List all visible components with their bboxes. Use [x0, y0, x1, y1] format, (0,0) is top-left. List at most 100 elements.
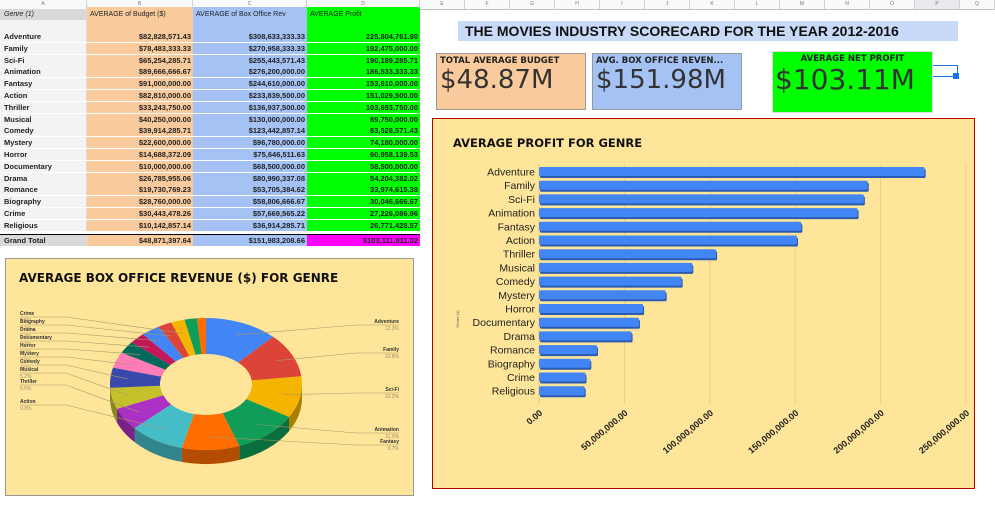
donut-slice-action[interactable]: [134, 404, 195, 448]
bar[interactable]: [539, 208, 858, 218]
genre-cell[interactable]: Comedy: [0, 125, 87, 137]
box-office-cell[interactable]: $96,780,000.00: [193, 137, 307, 149]
box-office-cell[interactable]: $136,937,500.00: [193, 101, 307, 113]
bar[interactable]: [539, 249, 717, 259]
genre-cell[interactable]: Romance: [0, 184, 87, 196]
box-office-cell[interactable]: $36,914,285.71: [193, 219, 307, 231]
column-header-l[interactable]: L: [735, 0, 780, 9]
genre-cell[interactable]: Adventure: [0, 31, 87, 42]
genre-cell[interactable]: Action: [0, 90, 87, 101]
header-budget[interactable]: AVERAGE of Budget ($): [87, 9, 193, 20]
profit-cell[interactable]: 89,750,000.00: [307, 113, 420, 125]
column-header-c[interactable]: C: [193, 0, 307, 9]
cell[interactable]: [87, 20, 193, 31]
scorecard-title[interactable]: THE MOVIES INDUSTRY SCORECARD FOR THE YE…: [458, 21, 958, 41]
column-header-g[interactable]: G: [510, 0, 555, 9]
budget-cell[interactable]: $78,483,333.33: [87, 42, 193, 54]
profit-cell[interactable]: 27,226,086.96: [307, 208, 420, 219]
profit-cell[interactable]: 58,500,000.00: [307, 160, 420, 172]
profit-cell[interactable]: 225,804,761.90: [307, 31, 420, 42]
profit-cell[interactable]: 192,475,000.00: [307, 42, 420, 54]
donut-slice-musical[interactable]: [110, 385, 164, 409]
profit-cell[interactable]: 153,610,000.00: [307, 78, 420, 90]
column-header-o[interactable]: O: [870, 0, 915, 9]
budget-cell[interactable]: $14,688,372.09: [87, 149, 193, 160]
budget-cell[interactable]: $82,828,571.43: [87, 31, 193, 42]
budget-cell[interactable]: $26,785,955.06: [87, 172, 193, 184]
bar[interactable]: [539, 317, 639, 327]
budget-cell[interactable]: $30,443,478.26: [87, 208, 193, 219]
budget-cell[interactable]: $10,142,857.14: [87, 219, 193, 231]
box-office-cell[interactable]: $233,839,500.00: [193, 90, 307, 101]
column-header-d[interactable]: D: [307, 0, 420, 9]
bar[interactable]: [539, 221, 802, 231]
bar[interactable]: [539, 386, 585, 396]
box-office-cell[interactable]: $75,646,511.63: [193, 149, 307, 160]
column-header-q[interactable]: Q: [960, 0, 995, 9]
genre-cell[interactable]: Horror: [0, 149, 87, 160]
box-office-cell[interactable]: $57,669,565.22: [193, 208, 307, 219]
column-header-i[interactable]: I: [600, 0, 645, 9]
genre-cell[interactable]: Religious: [0, 219, 87, 231]
column-header-n[interactable]: N: [825, 0, 870, 9]
genre-cell[interactable]: Mystery: [0, 137, 87, 149]
profit-cell[interactable]: 186,533,333.33: [307, 66, 420, 78]
scorecard-net-profit[interactable]: AVERAGE NET PROFIT $103.11M: [772, 51, 933, 113]
box-office-cell[interactable]: $244,610,000.00: [193, 78, 307, 90]
scorecard-budget[interactable]: TOTAL AVERAGE BUDGET $48.87M: [436, 53, 586, 110]
genre-cell[interactable]: Sci-Fi: [0, 54, 87, 66]
bar[interactable]: [539, 262, 693, 272]
budget-cell[interactable]: $33,243,750.00: [87, 101, 193, 113]
column-header-b[interactable]: B: [87, 0, 193, 9]
budget-cell[interactable]: $40,250,000.00: [87, 113, 193, 125]
donut-slice-mystery[interactable]: [112, 352, 166, 377]
donut-slice-drama[interactable]: [142, 326, 184, 362]
box-office-cell[interactable]: $276,200,000.00: [193, 66, 307, 78]
profit-cell[interactable]: 54,204,382.02: [307, 172, 420, 184]
bar[interactable]: [539, 331, 632, 341]
cell[interactable]: [193, 20, 307, 31]
column-header-h[interactable]: H: [555, 0, 600, 9]
genre-cell[interactable]: Drama: [0, 172, 87, 184]
profit-cell[interactable]: 33,974,615.38: [307, 184, 420, 196]
grand-total-label[interactable]: Grand Total: [0, 235, 87, 246]
scorecard-box-office[interactable]: AVG. BOX OFFICE REVEN... $151.98M: [592, 53, 742, 110]
column-header-e[interactable]: E: [420, 0, 465, 9]
header-box-office[interactable]: AVERAGE of Box Office Rev: [193, 9, 307, 20]
column-header-f[interactable]: F: [465, 0, 510, 9]
box-office-cell[interactable]: $308,633,333.33: [193, 31, 307, 42]
resize-handle[interactable]: [953, 73, 959, 79]
bar[interactable]: [539, 345, 598, 355]
donut-slice-documentary[interactable]: [131, 334, 176, 366]
box-office-cell[interactable]: $270,958,333.33: [193, 42, 307, 54]
column-header-p[interactable]: P: [915, 0, 960, 9]
genre-cell[interactable]: Crime: [0, 208, 87, 219]
bar[interactable]: [539, 372, 586, 382]
cell[interactable]: [307, 20, 420, 31]
genre-cell[interactable]: Thriller: [0, 101, 87, 113]
budget-cell[interactable]: $10,000,000.00: [87, 160, 193, 172]
box-office-cell[interactable]: $68,500,000.00: [193, 160, 307, 172]
box-office-donut-chart[interactable]: AVERAGE BOX OFFICE REVENUE ($) FOR GENRE…: [5, 258, 414, 496]
column-header-a[interactable]: A: [0, 0, 87, 9]
bar[interactable]: [539, 358, 591, 368]
donut-slice-horror[interactable]: [121, 342, 171, 370]
budget-cell[interactable]: $65,254,285.71: [87, 54, 193, 66]
bar[interactable]: [539, 276, 682, 286]
donut-slice-animation[interactable]: [222, 399, 290, 446]
donut-slice-sci-fi[interactable]: [245, 376, 302, 417]
donut-slice-religious[interactable]: [196, 318, 206, 355]
donut-slice-thriller[interactable]: [117, 395, 172, 429]
profit-cell[interactable]: 30,046,666.67: [307, 196, 420, 208]
box-office-cell[interactable]: $58,806,666.67: [193, 196, 307, 208]
box-office-cell[interactable]: $123,442,857.14: [193, 125, 307, 137]
profit-cell[interactable]: 26,771,428.57: [307, 219, 420, 231]
bar[interactable]: [539, 194, 864, 204]
column-header-j[interactable]: J: [645, 0, 690, 9]
genre-cell[interactable]: Family: [0, 42, 87, 54]
bar[interactable]: [539, 290, 666, 300]
profit-cell[interactable]: 74,180,000.00: [307, 137, 420, 149]
donut-slice-fantasy[interactable]: [181, 412, 240, 450]
donut-slice-family[interactable]: [238, 336, 302, 381]
header-profit[interactable]: AVERAGE Profit: [307, 9, 420, 20]
